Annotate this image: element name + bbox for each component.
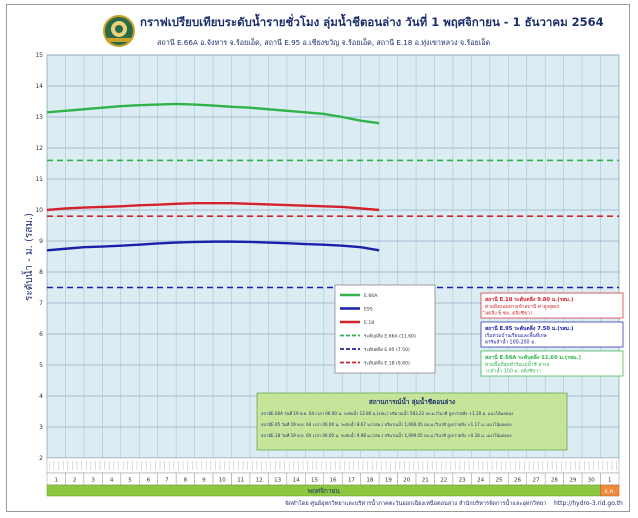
series-line bbox=[46, 102, 380, 125]
y-tick-label: 12 bbox=[35, 145, 43, 152]
day-label: 8 bbox=[184, 478, 188, 484]
note-body: ท่วมฝั่งถนนทางเข้าสถานี ค่าสูงสุดเก bbox=[485, 303, 560, 310]
note-box bbox=[480, 350, 624, 377]
rid-logo bbox=[103, 15, 135, 47]
day-label: 19 bbox=[385, 478, 392, 484]
day-label: 16 bbox=[330, 478, 337, 484]
y-tick-label: 4 bbox=[39, 393, 43, 400]
day-label: 11 bbox=[237, 478, 244, 484]
day-label: 9 bbox=[202, 478, 206, 484]
y-tick-label: 11 bbox=[35, 176, 43, 183]
note-title: สถานี E.95 ระดับตลิ่ง 7.50 ม.(รสม.) bbox=[485, 324, 573, 332]
note-body: ตรริมลำน้ำ 100-200 ม. bbox=[485, 338, 536, 346]
bank-level-notes: สถานี E.18 ระดับตลิ่ง 9.80 ม.(รสม.)ท่วมฝ… bbox=[480, 292, 624, 377]
day-label: 27 bbox=[532, 478, 539, 484]
y-tick-label: 2 bbox=[39, 455, 43, 462]
y-tick-label: 3 bbox=[39, 424, 43, 431]
note-body: เริ่มท่วมบ้านเรือนและพื้นที่เกษ bbox=[485, 331, 547, 339]
note-title: สถานี E.18 ระดับตลิ่ง 9.80 ม.(รสม.) bbox=[485, 295, 573, 303]
y-tick-label: 5 bbox=[39, 362, 43, 369]
reference-lines bbox=[47, 159, 619, 289]
series-line bbox=[46, 201, 380, 212]
chart-title: กราฟเปรียบเทียบระดับน้ำรายชั่วโมง ลุ่มน้… bbox=[140, 13, 604, 30]
legend-label: E.66A bbox=[364, 293, 378, 299]
note-box bbox=[480, 321, 624, 348]
legend-label: E.18 bbox=[364, 320, 374, 326]
y-tick-label: 13 bbox=[35, 114, 43, 121]
next-month-band bbox=[600, 484, 620, 497]
day-label: 2 bbox=[73, 478, 77, 484]
footer-credit: จัดทำโดย ศูนย์อุทกวิทยาและบริหารน้ำภาคตะ… bbox=[285, 499, 546, 507]
footer-url: http://hydro-3.rid.go.th bbox=[554, 500, 623, 507]
status-line: สถานีE.95 วันที่ 19 พ.ย. 64 เวลา 06.00 น… bbox=[261, 421, 511, 428]
legend-label: ระดับตลิ่ง E.95 (7.50) bbox=[364, 346, 410, 353]
day-label: 10 bbox=[219, 478, 226, 484]
day-label: 26 bbox=[514, 478, 521, 484]
day-label: 18 bbox=[366, 478, 373, 484]
x-axis-hour-strip bbox=[46, 457, 620, 474]
day-label: 1 bbox=[54, 478, 58, 484]
note-body: ากลำน้ำ 100 ม. ตลิ่งชีขวา bbox=[485, 367, 541, 375]
day-label: 3 bbox=[91, 478, 95, 484]
y-tick-label: 6 bbox=[39, 331, 43, 338]
x-axis-days: 1 2 3 4 5 6 7 8 9 10 11 12 13 14 15 16 17 18 19 20 21 22 23 24 2… bbox=[46, 472, 620, 497]
day-label: 4 bbox=[110, 478, 114, 484]
day-label: 7 bbox=[165, 478, 169, 484]
status-line: สถานีE.18 วันที่ 19 พ.ย. 64 เวลา 06.00 น… bbox=[261, 432, 511, 439]
note-body: ท่วมพื้นที่ลุ่มต่ำริมแม่น้ำชี ห่างจ bbox=[485, 360, 549, 368]
legend-label: ระดับตลิ่ง E.66A (11.60) bbox=[364, 333, 416, 340]
y-tick-label: 9 bbox=[39, 238, 43, 245]
y-tick-label: 15 bbox=[35, 52, 43, 59]
note-body: ินตลิ่ง 6 ซม. ตลิ่งชีขวา bbox=[482, 310, 533, 317]
month-label: พฤศจิกายน bbox=[308, 487, 341, 495]
day-label: 6 bbox=[147, 478, 151, 484]
chart-subtitle: สถานี E.66A อ.จังหาร จ.ร้อยเอ็ด, สถานี E… bbox=[157, 37, 491, 47]
day-label: 21 bbox=[422, 478, 429, 484]
water-level-chart: กราฟเปรียบเทียบระดับน้ำรายชั่วโมง ลุ่มน้… bbox=[21, 13, 624, 507]
series-line bbox=[46, 240, 380, 252]
y-tick-label: 8 bbox=[39, 269, 43, 276]
chart-frame: กราฟเปรียบเทียบระดับน้ำรายชั่วโมง ลุ่มน้… bbox=[6, 4, 630, 512]
next-month-label: ธ.ค. bbox=[605, 488, 616, 495]
status-line: สถานีE.66A วันที่ 19 พ.ย. 64 เวลา 06.00 … bbox=[261, 410, 513, 417]
legend: E.66A E95 E.18 ระดับตลิ่ง E.66A (11.60) ระดั… bbox=[334, 284, 436, 374]
day-label: 29 bbox=[569, 478, 576, 484]
day-label: 20 bbox=[403, 478, 410, 484]
day-label: 12 bbox=[256, 478, 263, 484]
y-tick-label: 10 bbox=[35, 207, 43, 214]
day-label: 15 bbox=[311, 478, 318, 484]
day-label: 17 bbox=[348, 478, 355, 484]
day-label: 13 bbox=[274, 478, 281, 484]
note-title: สถานี E.66A ระดับตลิ่ง 11.60 ม.(รสม.) bbox=[485, 353, 581, 361]
plot-area bbox=[46, 54, 620, 459]
note-box bbox=[480, 292, 624, 319]
y-tick-label: 7 bbox=[39, 300, 43, 307]
legend-label: E95 bbox=[364, 307, 373, 313]
day-label: 24 bbox=[477, 478, 484, 484]
day-label: 25 bbox=[496, 478, 503, 484]
hour-strip-bg bbox=[46, 457, 620, 474]
day-label: 23 bbox=[459, 478, 466, 484]
day-label: 1 bbox=[608, 478, 612, 484]
status-box: สถานการณ์น้ำ ลุ่มน้ำชีตอนล่าง สถานีE.66A… bbox=[256, 392, 568, 451]
series-lines bbox=[46, 102, 380, 252]
day-label: 28 bbox=[551, 478, 558, 484]
status-title: สถานการณ์น้ำ ลุ่มน้ำชีตอนล่าง bbox=[369, 396, 455, 406]
legend-label: ระดับตลิ่ง E.18 (9.80) bbox=[364, 360, 410, 367]
y-tick-label: 14 bbox=[35, 83, 43, 90]
day-label: 5 bbox=[128, 478, 132, 484]
day-label: 14 bbox=[293, 478, 300, 484]
day-label: 30 bbox=[588, 478, 595, 484]
y-axis-label: ระดับน้ำ - ม. (รสม.) bbox=[21, 213, 35, 301]
day-label: 22 bbox=[440, 478, 447, 484]
y-axis-ticks: 2 3 4 5 6 7 8 9 10 11 12 13 14 15 bbox=[35, 52, 43, 462]
